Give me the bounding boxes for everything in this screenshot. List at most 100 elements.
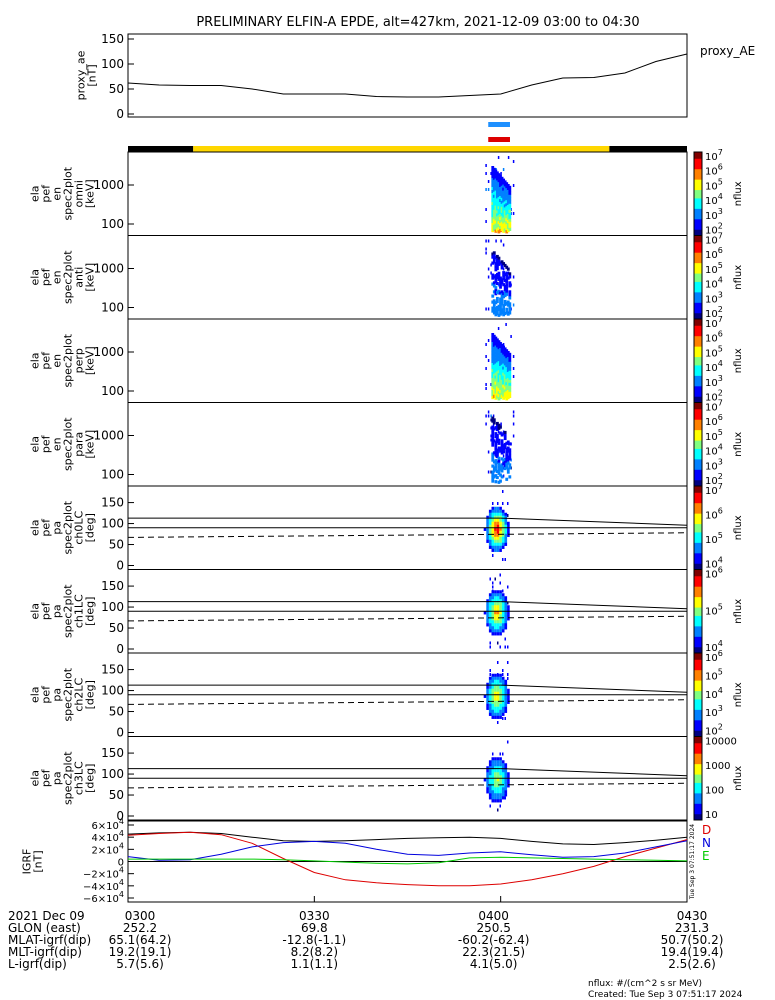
spectrogram-cell	[500, 182, 504, 186]
colorbar-cell	[694, 486, 702, 489]
colorbar-cell	[694, 404, 702, 408]
spectrogram-cell	[508, 475, 512, 479]
pitch-cell	[501, 509, 505, 513]
energy-panel: 1000100elapefenspec2plotomni[keV]1021031…	[29, 148, 745, 237]
pitch-cell	[504, 787, 508, 791]
spectrogram-cell	[496, 308, 499, 313]
spectrogram-cell	[500, 179, 504, 183]
pitch-cell	[491, 688, 495, 692]
spectrogram-cell	[494, 474, 498, 478]
pitch-cell	[507, 617, 510, 621]
colorbar-tick-label: 105	[705, 602, 723, 617]
pitch-cell	[496, 620, 500, 624]
colorbar-cell	[694, 632, 702, 635]
colorbar-cell	[694, 250, 702, 253]
spectrogram-cell	[506, 363, 510, 367]
pitch-cell	[507, 778, 510, 782]
spectrogram-cell	[503, 287, 507, 292]
spectrogram-cell	[500, 379, 504, 383]
spectrogram-cell	[499, 178, 502, 182]
pitch-cell	[507, 772, 510, 776]
pitch-cell	[496, 793, 500, 797]
spectrogram-cell	[508, 370, 512, 374]
pitch-cell	[499, 715, 502, 719]
spectrogram-cell	[496, 260, 499, 265]
spectrogram-cell	[502, 447, 506, 451]
pitch-cell	[494, 533, 497, 537]
spectrogram-cell	[502, 348, 506, 352]
spectrogram-cell	[491, 366, 495, 370]
pitch-cell	[494, 787, 497, 791]
spectrogram-cell	[496, 362, 499, 366]
spectrogram-cell	[496, 475, 499, 480]
pitch-cell	[499, 697, 502, 701]
spectrogram-cell	[497, 176, 501, 180]
spectrogram-cell	[491, 416, 495, 420]
pitch-ref-line	[500, 768, 688, 777]
pitch-ref-line	[500, 517, 688, 526]
pitch-cell	[501, 669, 504, 672]
pitch-cell	[494, 596, 497, 600]
pitch-cell	[504, 605, 508, 609]
colorbar-cell	[694, 738, 702, 742]
spectrogram-cell	[494, 369, 498, 373]
igrf-side-stamp-group: Tue Sep 3 07:51:17 2024	[689, 824, 696, 900]
spectrogram-cell	[502, 378, 506, 382]
spectrogram-cell	[506, 384, 510, 388]
spectrogram-cell	[506, 440, 510, 444]
pitch-cell	[499, 787, 502, 791]
spectrogram-cell	[506, 351, 510, 355]
spectrogram-cell	[497, 388, 501, 392]
igrf-legend-E: E	[702, 849, 710, 863]
spectrogram-cell	[487, 180, 490, 183]
pitch-cell	[501, 515, 505, 519]
spectrogram-cell	[492, 352, 496, 356]
colorbar-cell	[694, 615, 702, 619]
pitch-cell	[496, 766, 500, 770]
spectrogram-cell	[496, 374, 499, 378]
pitch-cell	[496, 614, 500, 618]
spectrogram-cell	[500, 281, 504, 285]
spectrogram-cell	[503, 189, 507, 193]
pitch-cell	[486, 599, 489, 603]
colorbar-tick-label: 10000	[705, 737, 737, 748]
spectrogram-cell	[494, 363, 498, 367]
colorbar-cell	[694, 531, 702, 535]
colorbar-cell	[694, 252, 702, 255]
spectrogram-cell	[485, 367, 487, 370]
spectrogram-cell	[512, 212, 515, 215]
spectrogram-cell	[512, 160, 515, 163]
spectrogram-cell	[508, 376, 512, 380]
spectrogram-cell	[502, 384, 506, 388]
spectrogram-cell	[494, 265, 498, 269]
colorbar-cell	[694, 308, 702, 312]
spectrogram-cell	[496, 371, 499, 375]
spectrogram-cell	[491, 345, 495, 349]
spectrogram-cell	[485, 343, 487, 346]
spectrogram-cell	[492, 460, 496, 464]
colorbar-cell	[694, 671, 702, 675]
colorbar-cell	[694, 673, 702, 677]
pitch-cell	[491, 593, 495, 597]
pitch-cell	[488, 790, 492, 794]
colorbar-cell	[694, 195, 702, 199]
pitch-cell	[488, 521, 492, 525]
energy-panel-ylabel-line: ela	[29, 352, 42, 369]
spectrogram-cell	[500, 221, 504, 225]
orbit-row-value: 0430	[677, 909, 708, 923]
colorbar-cell	[694, 663, 702, 667]
pitch-cell	[501, 626, 505, 630]
colorbar-cell	[694, 181, 702, 184]
colorbar-cell	[694, 408, 702, 412]
pitch-ytick-label: 100	[101, 684, 124, 698]
colorbar-tick-label: 104	[705, 639, 723, 654]
orbit-row-value: 252.2	[123, 921, 157, 935]
spectrogram-cell	[500, 439, 504, 443]
spectrogram-cell	[494, 214, 498, 218]
colorbar-cell	[694, 415, 702, 418]
colorbar-cell	[694, 774, 702, 777]
spectrogram-cell	[494, 211, 498, 215]
spectrogram-cell	[497, 206, 501, 210]
pitch-cell	[499, 581, 501, 585]
pitch-cell	[486, 784, 489, 788]
